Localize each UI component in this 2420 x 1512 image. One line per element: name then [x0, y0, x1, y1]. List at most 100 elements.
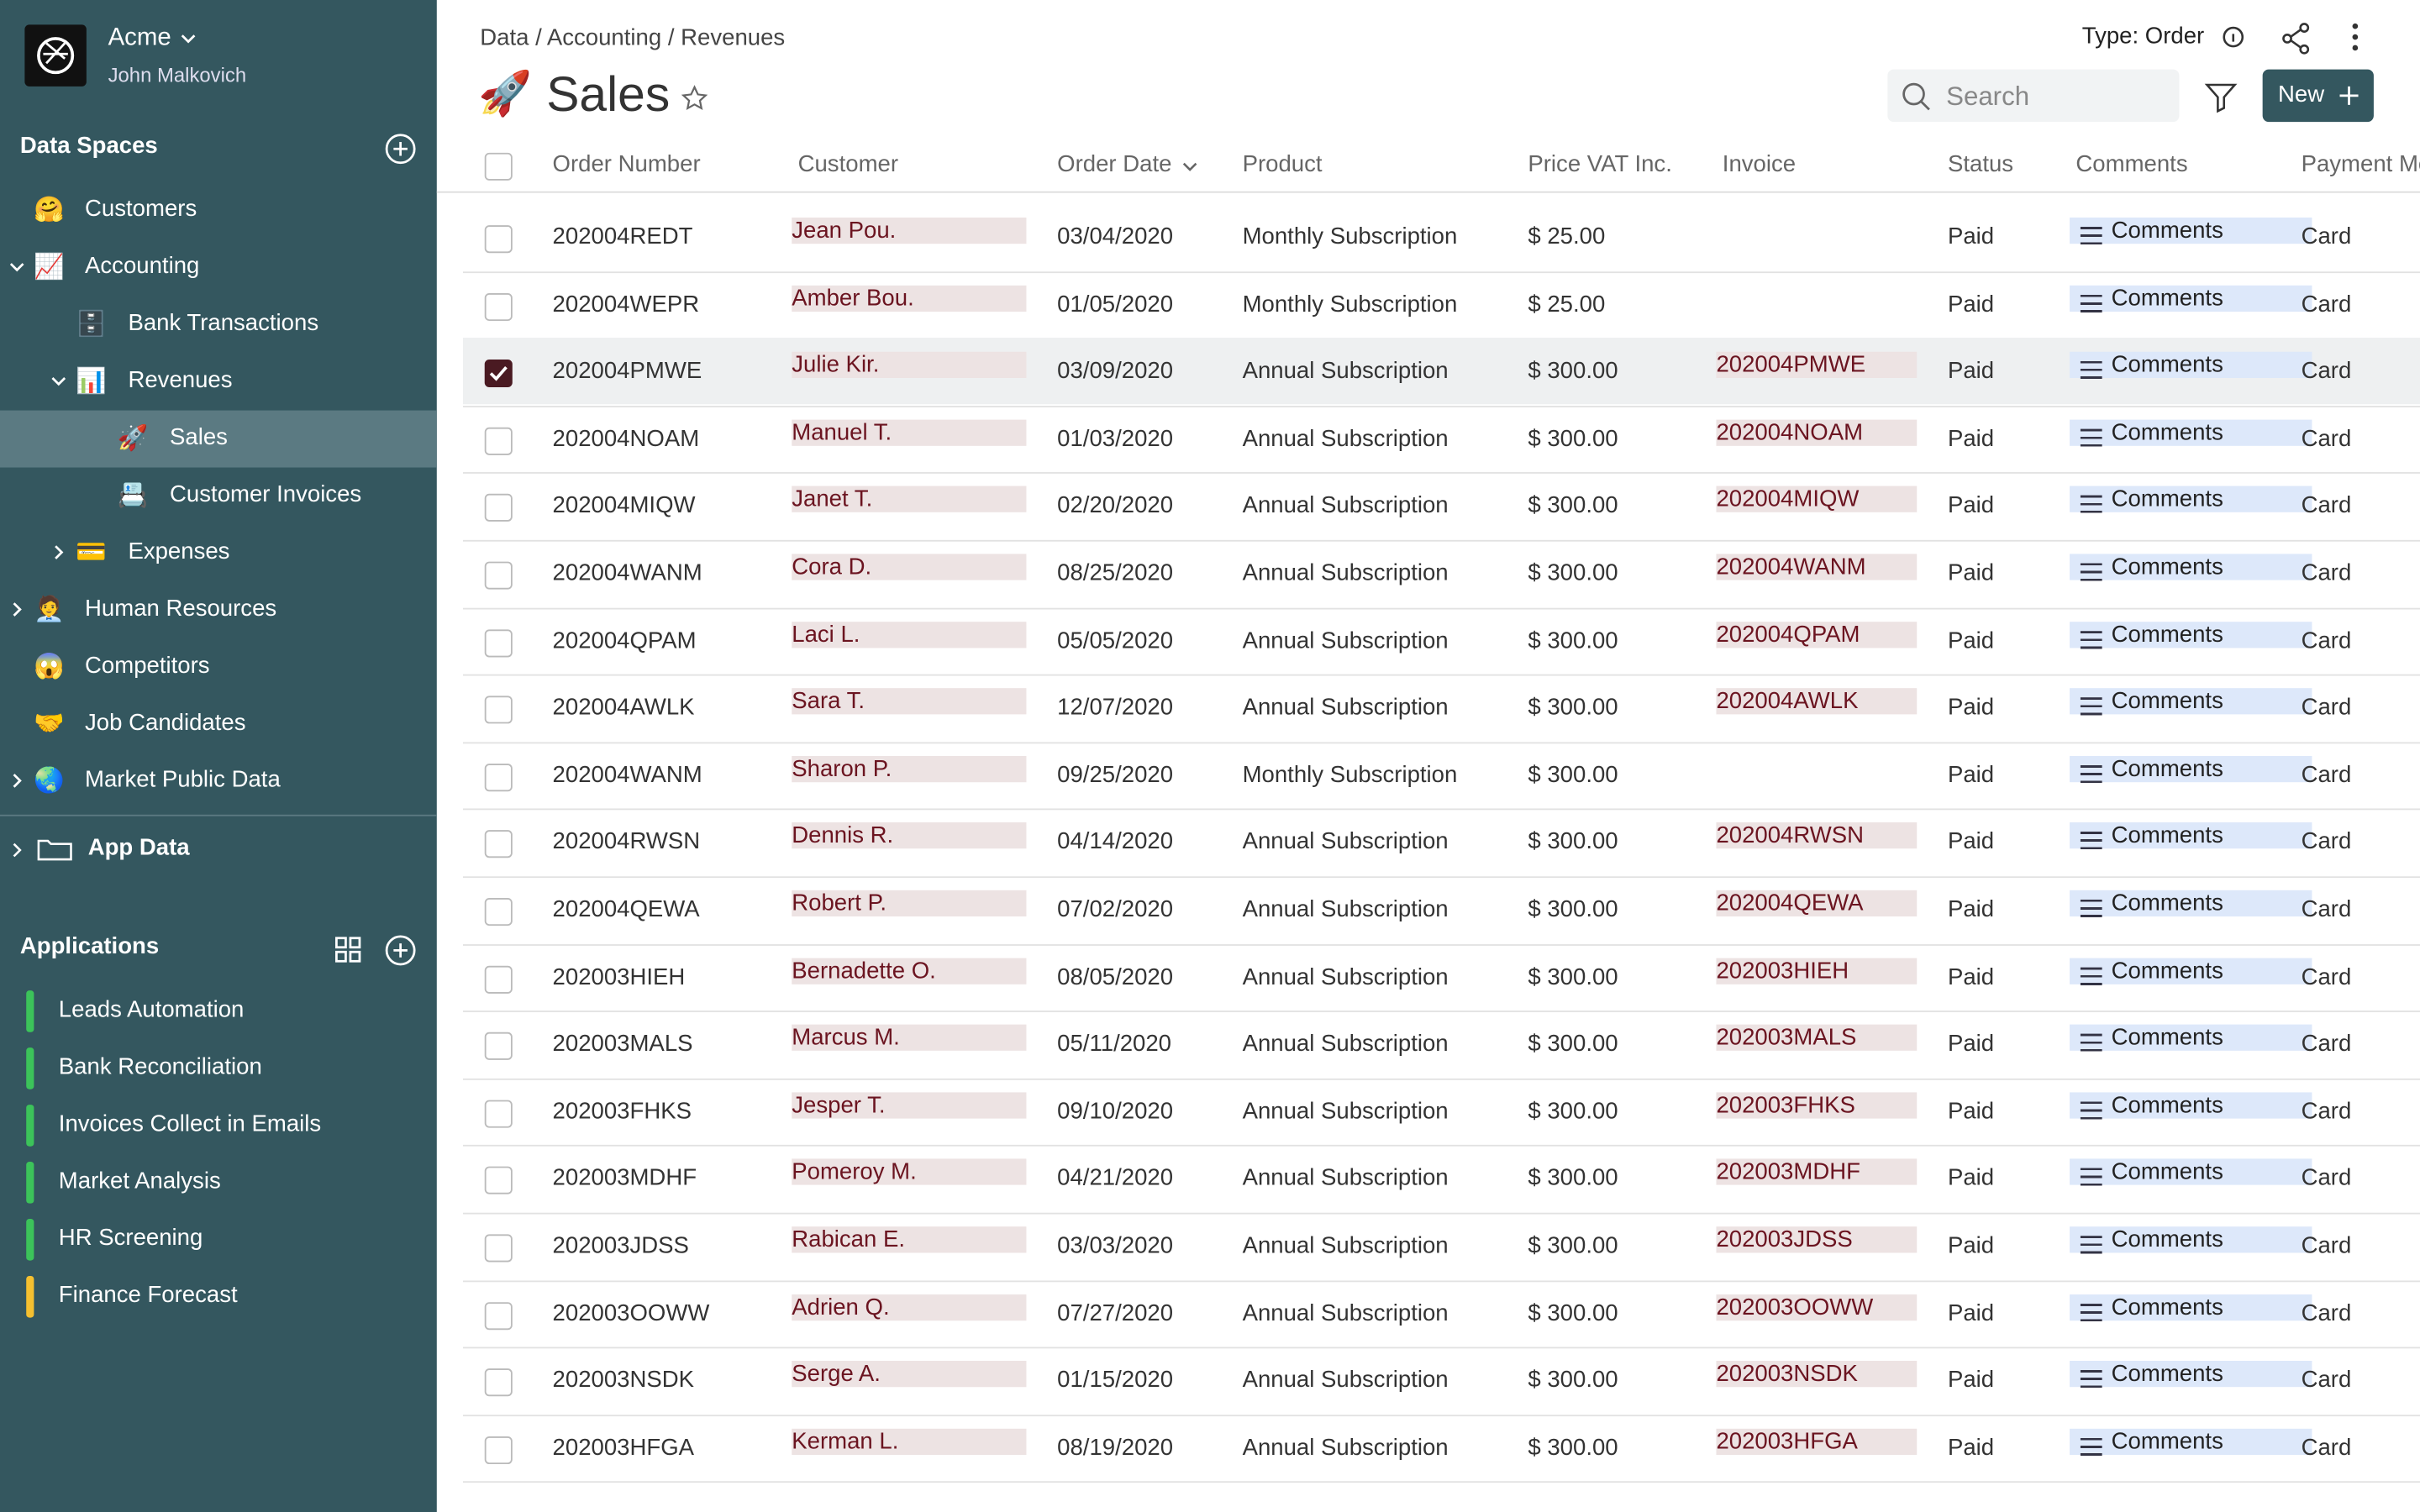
- add-button[interactable]: [384, 133, 417, 165]
- link-pill[interactable]: 202003MALS: [1716, 1024, 1918, 1052]
- checkbox[interactable]: [484, 897, 513, 927]
- link-pill[interactable]: 202004QEWA: [1716, 890, 1918, 917]
- checkbox[interactable]: [484, 1032, 513, 1061]
- link-pill[interactable]: Jean Pou.: [792, 217, 1027, 244]
- checkbox[interactable]: [484, 763, 513, 791]
- link-pill[interactable]: Laci L.: [792, 621, 1027, 648]
- checkbox[interactable]: [484, 830, 513, 858]
- item-label[interactable]: Bank Transactions: [128, 310, 319, 337]
- comments-pill[interactable]: Comments: [2070, 755, 2312, 782]
- link-pill[interactable]: Kerman L.: [792, 1428, 1027, 1455]
- item-label[interactable]: Customers: [85, 196, 197, 223]
- column-header[interactable]: Order Number: [552, 151, 701, 178]
- comments-pill[interactable]: Comments: [2070, 1428, 2312, 1455]
- link-pill[interactable]: Marcus M.: [792, 1024, 1027, 1052]
- link-pill[interactable]: Adrien Q.: [792, 1294, 1027, 1320]
- column-header[interactable]: Status: [1947, 151, 2014, 178]
- column-header[interactable]: Price VAT Inc.: [1528, 151, 1672, 178]
- chevron[interactable]: [51, 544, 66, 559]
- link-pill[interactable]: 202004WANM: [1716, 554, 1918, 580]
- app-label[interactable]: HR Screening: [58, 1225, 203, 1252]
- workspace[interactable]: Acme: [108, 24, 171, 51]
- column-header[interactable]: Order Date: [1057, 151, 1172, 178]
- item-label[interactable]: Job Candidates: [85, 709, 246, 737]
- app-label[interactable]: Finance Forecast: [58, 1282, 238, 1309]
- link-pill[interactable]: Janet T.: [792, 486, 1027, 513]
- sort-icon[interactable]: [1181, 159, 1199, 174]
- star[interactable]: [681, 85, 708, 113]
- checkbox[interactable]: [484, 494, 513, 522]
- link-pill[interactable]: Cora D.: [792, 554, 1027, 580]
- chevron[interactable]: [9, 260, 24, 275]
- column-header[interactable]: Product: [1242, 151, 1323, 178]
- link-pill[interactable]: Sara T.: [792, 688, 1027, 715]
- app-actions[interactable]: [334, 935, 420, 968]
- item-label[interactable]: Human Resources: [85, 595, 277, 622]
- link-pill[interactable]: 202003HFGA: [1716, 1428, 1918, 1455]
- link-pill[interactable]: 202004NOAM: [1716, 419, 1918, 446]
- comments-pill[interactable]: Comments: [2070, 1092, 2312, 1119]
- comments-pill[interactable]: Comments: [2070, 217, 2312, 244]
- header-icons[interactable]: [2221, 22, 2375, 55]
- item-label[interactable]: Expenses: [128, 538, 230, 565]
- checkbox[interactable]: [484, 427, 513, 455]
- column-header[interactable]: Payment Method: [2301, 151, 2420, 178]
- checkbox[interactable]: [484, 1100, 513, 1128]
- checkbox[interactable]: [484, 1436, 513, 1464]
- item-label[interactable]: Sales: [170, 424, 228, 451]
- search-box[interactable]: Search: [1887, 69, 2180, 123]
- link-pill[interactable]: 202004RWSN: [1716, 822, 1918, 849]
- chevron[interactable]: [9, 773, 24, 788]
- checkbox[interactable]: [484, 152, 513, 181]
- comments-pill[interactable]: Comments: [2070, 890, 2312, 917]
- breadcrumb[interactable]: Data / Accounting / Revenues: [480, 24, 786, 51]
- link-pill[interactable]: Dennis R.: [792, 822, 1027, 849]
- link-pill[interactable]: Amber Bou.: [792, 285, 1027, 312]
- app-data[interactable]: App Data: [87, 834, 190, 861]
- comments-pill[interactable]: Comments: [2070, 1024, 2312, 1052]
- column-header[interactable]: Invoice: [1722, 151, 1797, 178]
- checkbox[interactable]: [484, 1167, 513, 1195]
- comments-pill[interactable]: Comments: [2070, 554, 2312, 580]
- link-pill[interactable]: Sharon P.: [792, 755, 1027, 782]
- link-pill[interactable]: Rabican E.: [792, 1226, 1027, 1253]
- comments-pill[interactable]: Comments: [2070, 621, 2312, 648]
- checkbox[interactable]: [484, 1301, 513, 1330]
- item-label[interactable]: Customer Invoices: [170, 481, 362, 508]
- comments-pill[interactable]: Comments: [2070, 688, 2312, 715]
- checkbox[interactable]: [484, 292, 513, 321]
- app-label[interactable]: Leads Automation: [58, 996, 245, 1023]
- link-pill[interactable]: 202003FHKS: [1716, 1092, 1918, 1119]
- column-header[interactable]: Customer: [797, 151, 899, 178]
- link-pill[interactable]: 202004QPAM: [1716, 621, 1918, 648]
- link-pill[interactable]: Julie Kir.: [792, 352, 1027, 379]
- app-label[interactable]: Invoices Collect in Emails: [58, 1110, 322, 1137]
- new-button[interactable]: New: [2262, 69, 2374, 123]
- checkbox[interactable]: [484, 561, 513, 590]
- link-pill[interactable]: Manuel T.: [792, 419, 1027, 446]
- chevron[interactable]: [9, 601, 24, 617]
- link-pill[interactable]: 202004AWLK: [1716, 688, 1918, 715]
- checkbox[interactable]: [484, 965, 513, 994]
- link-pill[interactable]: Bernadette O.: [792, 957, 1027, 984]
- checkbox[interactable]: [484, 360, 513, 388]
- comments-pill[interactable]: Comments: [2070, 1361, 2312, 1388]
- comments-pill[interactable]: Comments: [2070, 822, 2312, 849]
- comments-pill[interactable]: Comments: [2070, 1294, 2312, 1320]
- comments-pill[interactable]: Comments: [2070, 486, 2312, 513]
- item-label[interactable]: Accounting: [85, 253, 200, 280]
- comments-pill[interactable]: Comments: [2070, 352, 2312, 379]
- comments-pill[interactable]: Comments: [2070, 419, 2312, 446]
- link-pill[interactable]: 202004MIQW: [1716, 486, 1918, 513]
- item-label[interactable]: Revenues: [128, 367, 233, 394]
- checkbox[interactable]: [484, 1234, 513, 1263]
- checkbox[interactable]: [484, 628, 513, 657]
- link-pill[interactable]: Robert P.: [792, 890, 1027, 917]
- link-pill[interactable]: 202003HIEH: [1716, 957, 1918, 984]
- checkbox[interactable]: [484, 696, 513, 724]
- comments-pill[interactable]: Comments: [2070, 285, 2312, 312]
- link-pill[interactable]: 202003JDSS: [1716, 1226, 1918, 1253]
- link-pill[interactable]: Jesper T.: [792, 1092, 1027, 1119]
- comments-pill[interactable]: Comments: [2070, 957, 2312, 984]
- comments-pill[interactable]: Comments: [2070, 1226, 2312, 1253]
